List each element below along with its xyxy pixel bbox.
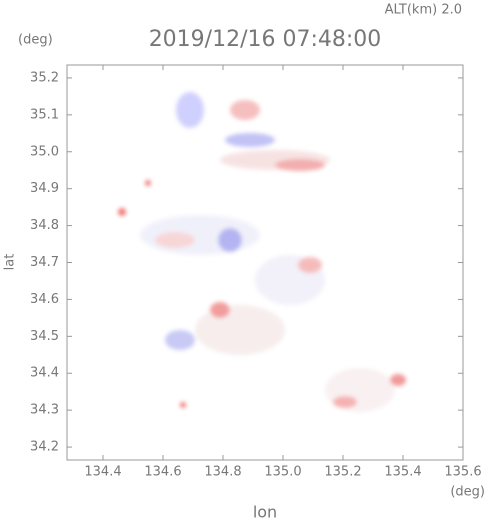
x-tick-label: 134.8 [204, 465, 241, 480]
x-tick-label: 135.2 [324, 465, 361, 480]
y-tick-label: 35.1 [30, 107, 59, 122]
x-axis-title: lon [253, 503, 277, 522]
y-tick-label: 35.0 [30, 144, 59, 159]
x-tick-label: 135.4 [384, 465, 421, 480]
radar-echoes [118, 92, 406, 412]
x-tick-label: 134.4 [84, 465, 121, 480]
y-axis-title: lat [3, 254, 18, 271]
y-tick-label: 34.6 [30, 292, 59, 307]
x-tick-label: 135.0 [264, 465, 301, 480]
chart-title: 2019/12/16 07:48:00 [149, 27, 382, 52]
y-tick-label: 34.2 [30, 440, 59, 455]
x-unit: (deg) [450, 485, 485, 500]
y-tick-label: 34.4 [30, 366, 59, 381]
x-tick-label: 135.6 [444, 465, 481, 480]
x-tick-label: 134.6 [144, 465, 181, 480]
y-tick-label: 35.2 [30, 70, 59, 85]
y-tick-label: 34.7 [30, 255, 59, 270]
altitude-label: ALT(km) 2.0 [385, 3, 462, 18]
y-tick-label: 34.5 [30, 329, 59, 344]
y-tick-label: 34.8 [30, 218, 59, 233]
plot-frame [66, 64, 464, 461]
y-tick-label: 34.9 [30, 181, 59, 196]
y-unit: (deg) [18, 33, 53, 48]
y-tick-label: 34.3 [30, 403, 59, 418]
